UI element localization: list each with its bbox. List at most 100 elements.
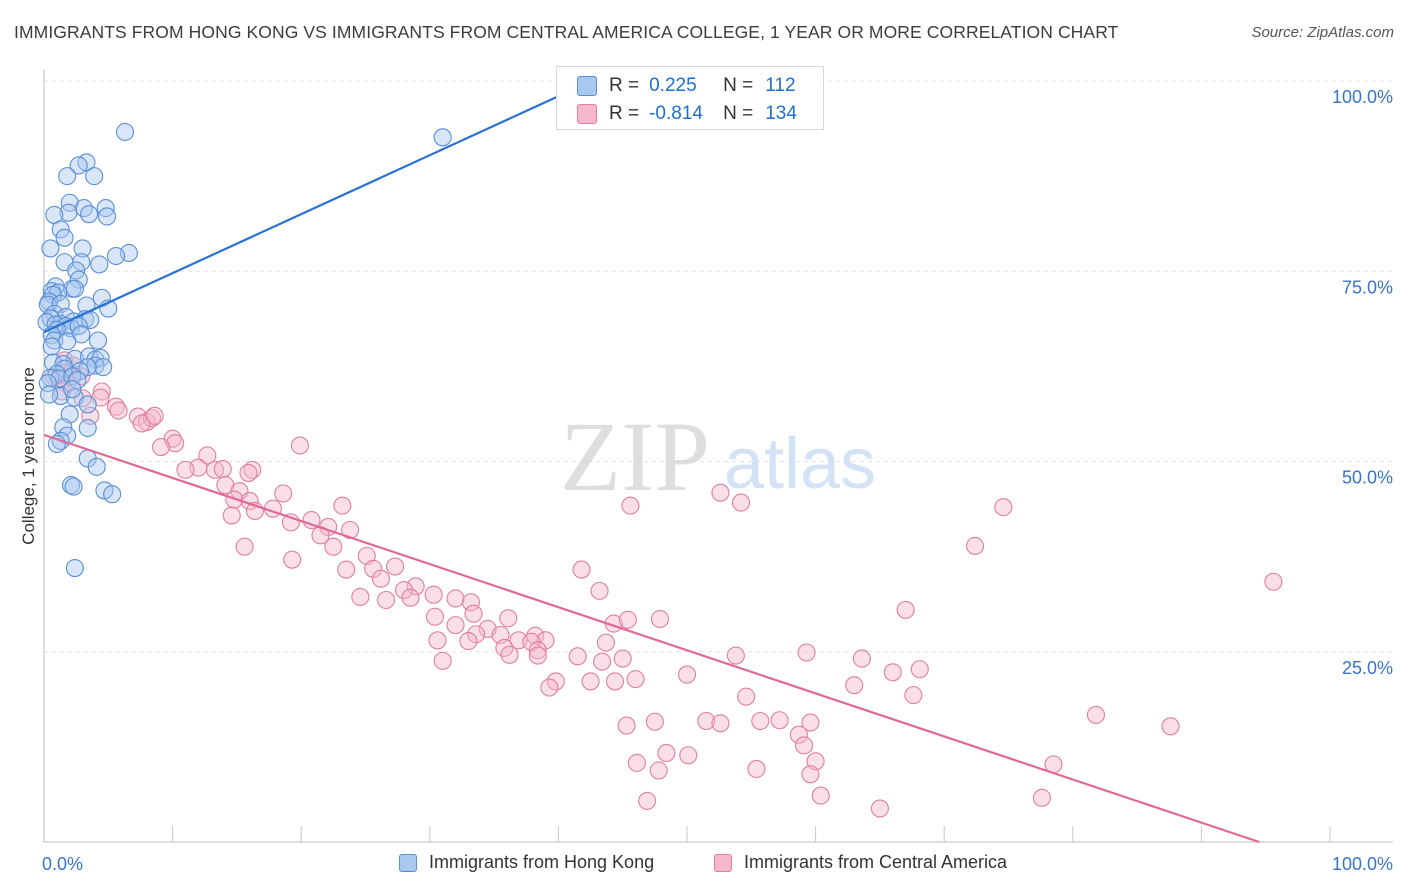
data-point-central-america	[605, 672, 625, 691]
data-point-hong-kong	[88, 331, 108, 350]
data-point-hong-kong	[87, 457, 106, 476]
data-point-central-america	[910, 660, 929, 679]
x-axis-tick-labels: 0.0% 100.0%	[42, 854, 1393, 874]
data-point-hong-kong	[90, 255, 109, 274]
data-point-hong-kong	[106, 246, 126, 266]
y-tick-label: 50.0%	[1342, 468, 1393, 488]
data-point-hong-kong	[51, 387, 70, 406]
data-point-central-america	[536, 631, 555, 650]
legend-item-central-america: Immigrants from Central America	[714, 852, 1007, 873]
data-point-central-america	[593, 652, 612, 671]
data-point-central-america	[747, 759, 766, 778]
data-point-central-america	[1086, 705, 1105, 724]
legend-n-label: N =	[723, 75, 754, 96]
data-point-central-america	[274, 484, 293, 503]
legend-r-value: 0.225	[649, 75, 697, 96]
data-point-central-america	[428, 631, 447, 650]
data-point-hong-kong	[58, 332, 77, 351]
data-point-central-america	[731, 493, 751, 512]
data-point-central-america	[679, 746, 698, 765]
data-point-central-america	[770, 711, 789, 730]
data-point-central-america	[222, 506, 241, 525]
watermark: ZIP atlas	[560, 401, 876, 512]
series-central-america-points	[45, 351, 1283, 818]
legend-swatch-central-america	[714, 853, 732, 872]
chart-source: Source: ZipAtlas.com	[1251, 24, 1394, 41]
axes	[43, 70, 1393, 843]
data-point-central-america	[896, 600, 915, 619]
data-point-central-america	[528, 646, 547, 665]
data-point-central-america	[446, 589, 465, 608]
data-point-central-america	[581, 672, 600, 691]
data-point-central-america	[590, 581, 609, 600]
data-point-central-america	[364, 559, 383, 578]
data-point-central-america	[464, 604, 483, 623]
y-tick-label: 75.0%	[1342, 277, 1393, 297]
data-point-central-america	[92, 382, 111, 401]
data-point-central-america	[500, 645, 519, 664]
data-point-central-america	[789, 725, 808, 744]
x-tick-label: 0.0%	[42, 854, 83, 874]
trend-line-hong-kong	[43, 95, 559, 334]
data-point-hong-kong	[78, 418, 97, 438]
data-point-central-america	[461, 593, 481, 612]
data-point-hong-kong	[38, 374, 57, 393]
data-point-central-america	[166, 434, 185, 453]
data-point-central-america	[151, 437, 171, 457]
data-point-central-america	[386, 557, 405, 576]
legend-n-value: 134	[765, 103, 797, 124]
data-point-hong-kong	[79, 205, 99, 224]
data-point-hong-kong	[85, 167, 104, 186]
trend-lines	[43, 95, 1260, 844]
data-point-hong-kong	[55, 228, 74, 247]
data-point-central-america	[966, 536, 985, 556]
data-point-central-america	[626, 670, 645, 689]
data-point-central-america	[845, 676, 864, 695]
data-point-hong-kong	[51, 220, 70, 239]
legend-n-label: N =	[723, 103, 754, 124]
data-point-hong-kong	[58, 167, 77, 186]
data-point-central-america	[751, 711, 770, 731]
data-point-central-america	[239, 463, 258, 482]
data-point-central-america	[797, 643, 816, 662]
y-axis-title: College, 1 year or more	[19, 367, 38, 545]
data-point-central-america	[395, 581, 414, 600]
data-point-hong-kong	[115, 122, 135, 142]
data-point-central-america	[883, 663, 902, 682]
data-point-central-america	[176, 460, 195, 479]
data-point-central-america	[870, 799, 889, 818]
data-point-central-america	[499, 609, 518, 628]
legend-label-central-america: Immigrants from Central America	[744, 852, 1008, 872]
legend-r-label: R =	[609, 103, 640, 124]
chart-title: IMMIGRANTS FROM HONG KONG VS IMMIGRANTS …	[14, 22, 1119, 42]
data-point-central-america	[283, 550, 302, 569]
data-point-central-america	[596, 633, 616, 652]
data-point-central-america	[621, 496, 640, 515]
legend-swatch-hong-kong	[399, 853, 417, 872]
data-point-central-america	[801, 713, 820, 732]
data-point-hong-kong	[433, 128, 452, 147]
data-point-hong-kong	[60, 193, 79, 212]
correlation-legend: R = 0.225 N = 112 R = -0.814 N = 134	[556, 66, 824, 130]
data-point-central-america	[645, 712, 664, 731]
data-point-central-america	[618, 610, 637, 629]
data-point-hong-kong	[97, 207, 117, 226]
data-point-central-america	[638, 791, 657, 810]
data-point-central-america	[109, 401, 128, 420]
x-axis-ticks	[172, 826, 1331, 842]
data-point-central-america	[459, 632, 478, 651]
series-legend: Immigrants from Hong Kong Immigrants fro…	[0, 852, 1406, 878]
trend-line-central-america	[43, 433, 1260, 844]
data-point-central-america	[213, 460, 232, 479]
data-point-hong-kong	[65, 558, 84, 578]
legend-n-value: 112	[765, 75, 796, 96]
legend-row-hong-kong: R = 0.225 N = 112	[577, 73, 796, 99]
data-point-central-america	[649, 761, 668, 780]
grid-lines	[44, 80, 1393, 653]
watermark-zip: ZIP	[560, 401, 710, 512]
legend-swatch-hong-kong	[577, 76, 597, 96]
series-hong-kong-points	[37, 122, 452, 578]
data-point-hong-kong	[63, 380, 82, 399]
data-point-central-america	[811, 786, 830, 805]
